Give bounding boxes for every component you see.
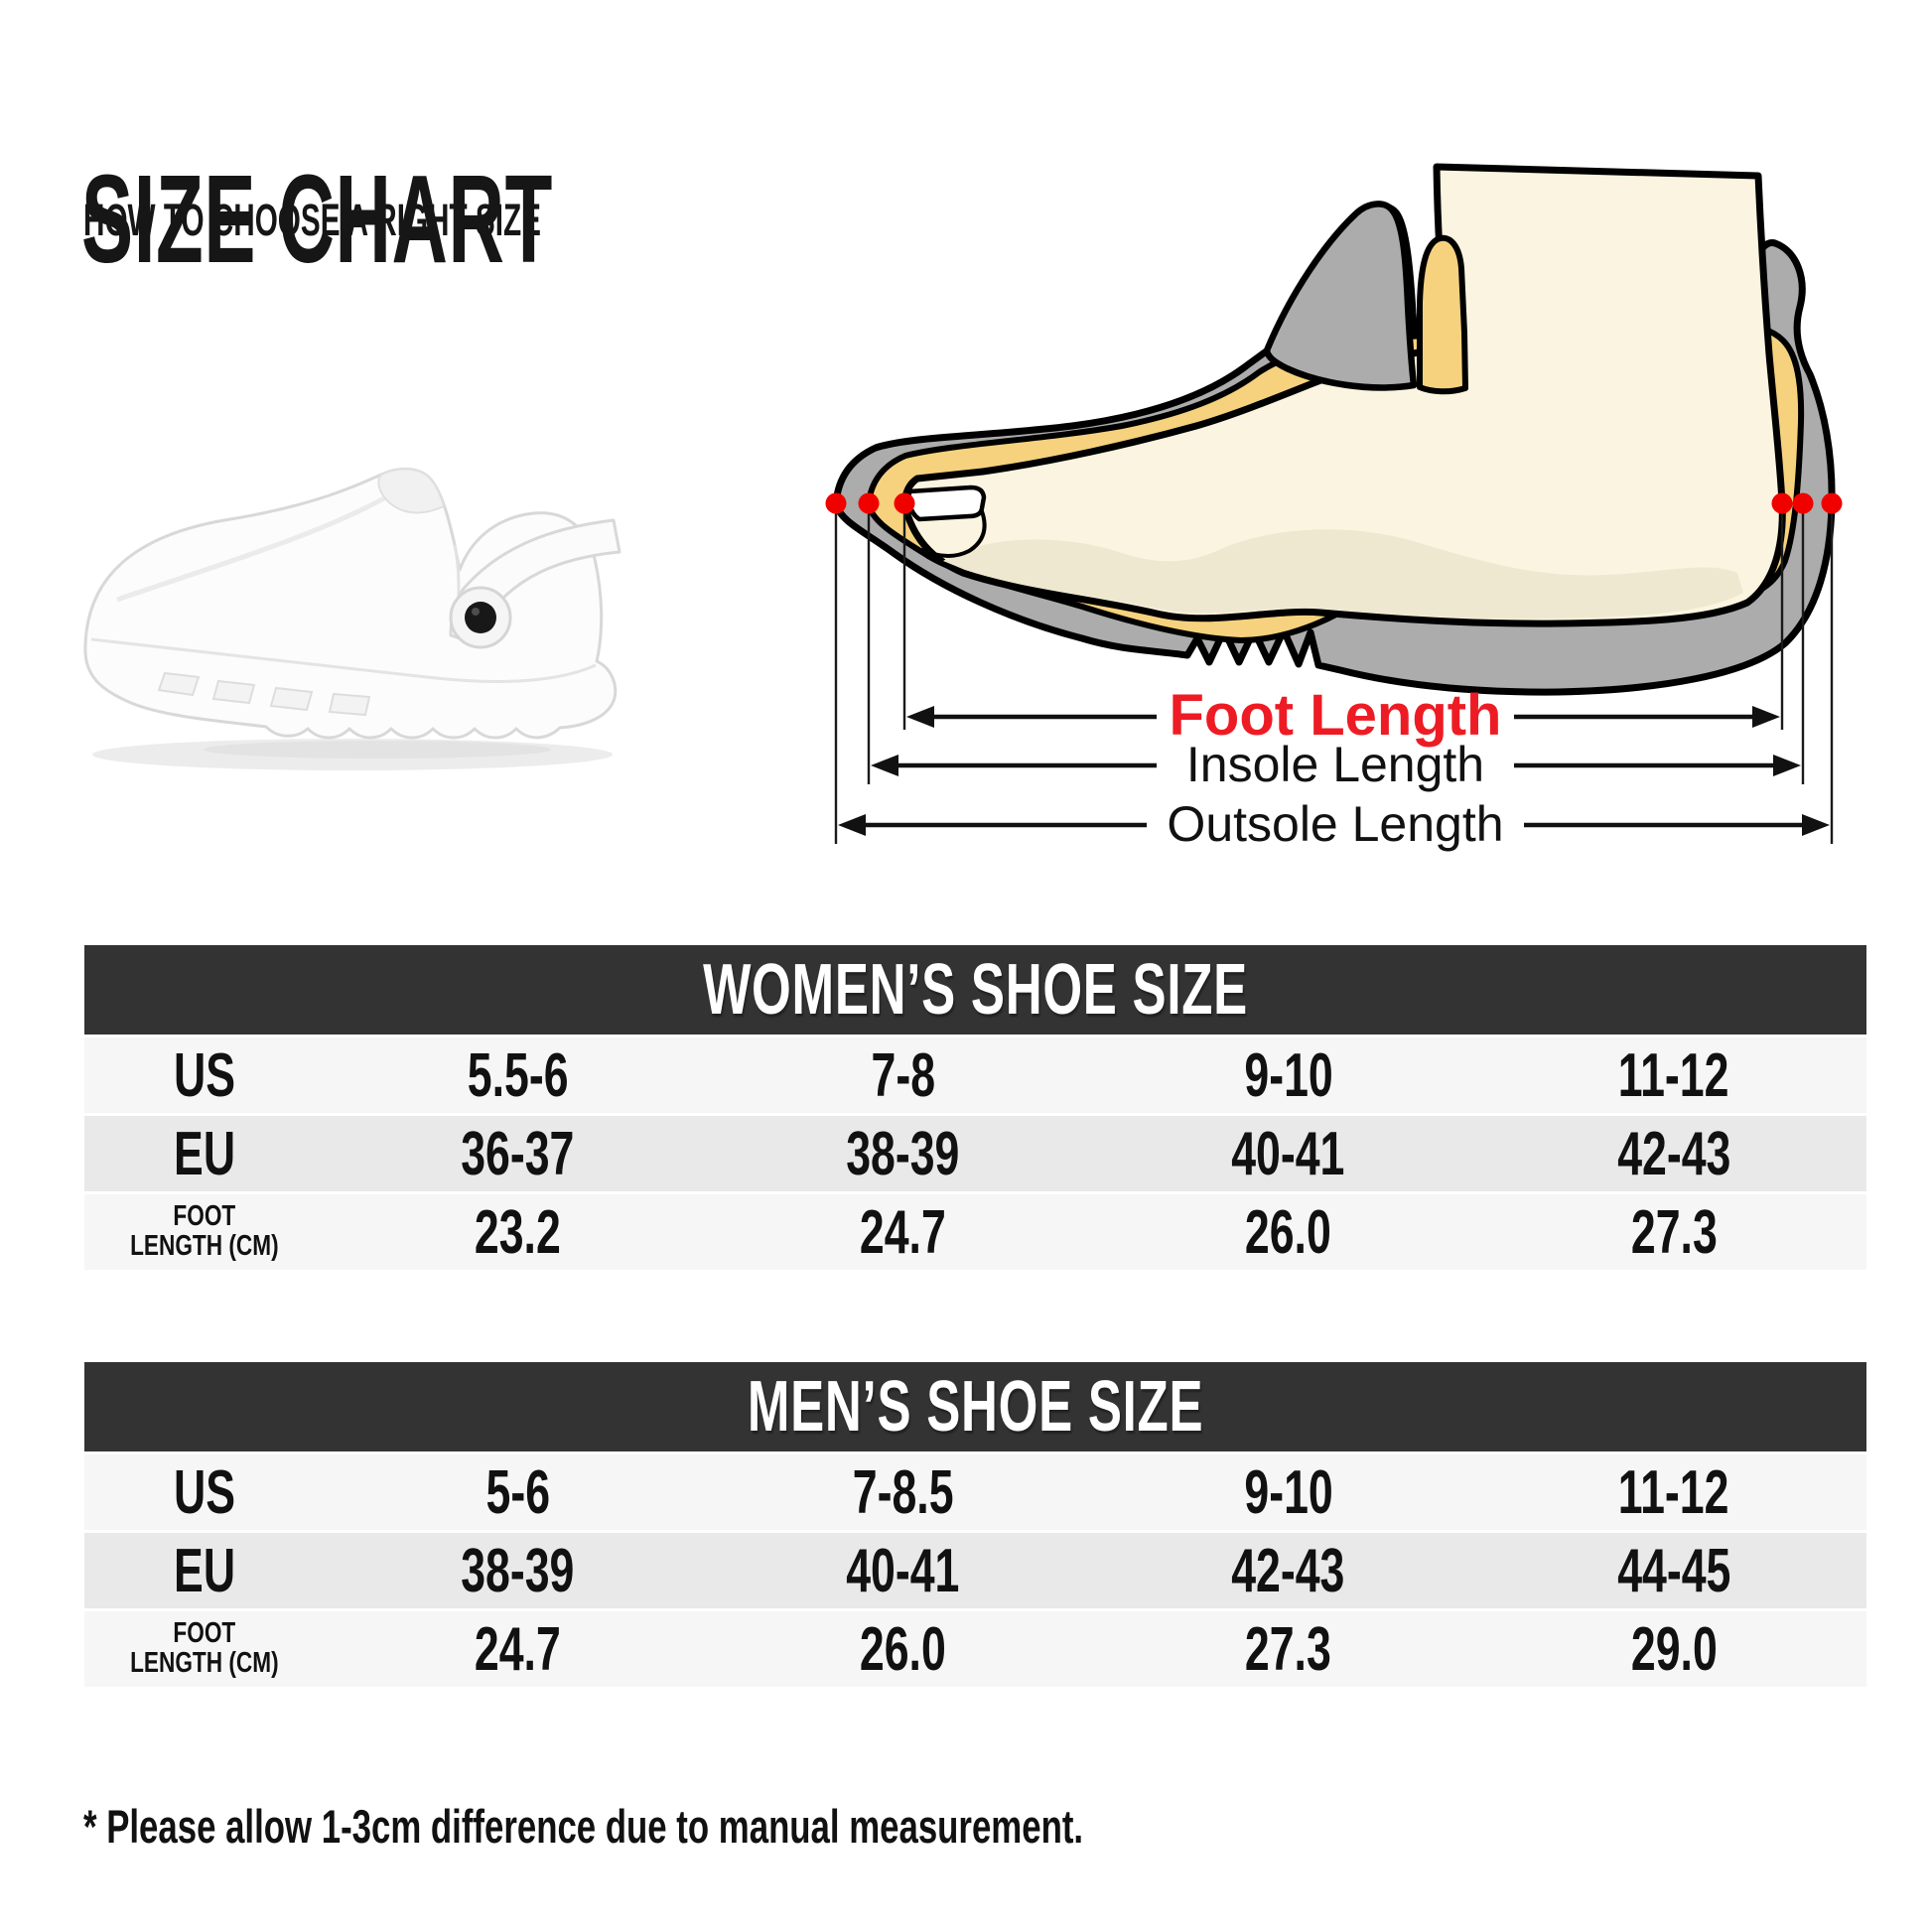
outsole-length-label: Outsole Length [1167,796,1503,852]
size-value: 24.7 [860,1197,946,1267]
size-value: 11-12 [1618,1040,1729,1110]
mens-table-header: MEN’S SHOE SIZE [84,1362,1866,1451]
clog-product-image [83,467,621,770]
size-value: 27.3 [1245,1614,1332,1684]
measurement-footnote: * Please allow 1-3cm difference due to m… [83,1800,1084,1853]
size-value: 38-39 [846,1119,960,1188]
size-value: 42-43 [1231,1536,1345,1605]
row-label: FOOT LENGTH (CM) [130,1617,279,1679]
size-value: 9-10 [1244,1457,1333,1527]
size-value: 5-6 [485,1457,550,1527]
table-row: US 5-6 7-8.5 9-10 11-12 [84,1454,1866,1530]
row-label: US [174,1457,236,1527]
foot-length-label: Foot Length [1169,683,1501,748]
size-value: 11-12 [1618,1457,1729,1527]
foot-measurement-diagram: Foot Length Insole Length Outsole Length [825,163,1843,852]
clog-sole-line [90,637,597,683]
clog-vent-slots [157,671,371,717]
shoe-front-strap [1263,201,1418,391]
row-label: EU [174,1119,236,1188]
womens-table-header: WOMEN’S SHOE SIZE [84,945,1866,1035]
size-value: 40-41 [846,1536,960,1605]
size-value: 27.3 [1630,1197,1718,1267]
mens-table-title: MEN’S SHOE SIZE [747,1367,1204,1447]
foot-shape [900,163,1786,627]
row-label: US [174,1040,236,1110]
size-value: 40-41 [1231,1119,1345,1188]
foot-shading [943,529,1743,620]
insole-back-wedge [1417,234,1468,395]
page-subtitle: HOW TO CHOOSE A RIGHT SIZE [83,195,541,245]
size-value: 44-45 [1616,1536,1730,1605]
table-row: US 5.5-6 7-8 9-10 11-12 [84,1037,1866,1113]
size-value: 26.0 [1245,1197,1332,1267]
size-value: 29.0 [1630,1614,1718,1684]
table-row: FOOT LENGTH (CM) 23.2 24.7 26.0 27.3 [84,1194,1866,1270]
toe-crease [920,510,987,558]
table-row: EU 38-39 40-41 42-43 44-45 [84,1533,1866,1608]
page-title: SIZE CHART [81,149,553,290]
insole-length-label: Insole Length [1186,737,1484,792]
row-label: EU [174,1536,236,1605]
clog-collar-shading [377,468,446,514]
table-row: FOOT LENGTH (CM) 24.7 26.0 27.3 29.0 [84,1611,1866,1687]
measurement-marker-dots [825,492,1843,514]
mens-size-table: MEN’S SHOE SIZE US 5-6 7-8.5 9-10 11-12 … [84,1362,1866,1687]
size-value: 24.7 [474,1614,561,1684]
size-value: 42-43 [1616,1119,1730,1188]
measurement-droplines [834,505,1834,844]
size-value: 7-8.5 [852,1457,954,1527]
clog-rivet-button [465,602,496,633]
row-label: FOOT LENGTH (CM) [130,1200,279,1262]
toenail [906,484,987,522]
womens-size-table: WOMEN’S SHOE SIZE US 5.5-6 7-8 9-10 11-1… [84,945,1866,1270]
table-row: EU 36-37 38-39 40-41 42-43 [84,1116,1866,1191]
size-value: 23.2 [474,1197,561,1267]
clog-topline-ridge [116,491,393,603]
womens-table-title: WOMEN’S SHOE SIZE [703,950,1248,1030]
size-value: 36-37 [461,1119,575,1188]
size-value: 5.5-6 [467,1040,569,1110]
size-value: 7-8 [871,1040,935,1110]
size-value: 26.0 [860,1614,946,1684]
clog-heel-strap [449,518,621,645]
size-value: 38-39 [461,1536,575,1605]
size-value: 9-10 [1244,1040,1333,1110]
